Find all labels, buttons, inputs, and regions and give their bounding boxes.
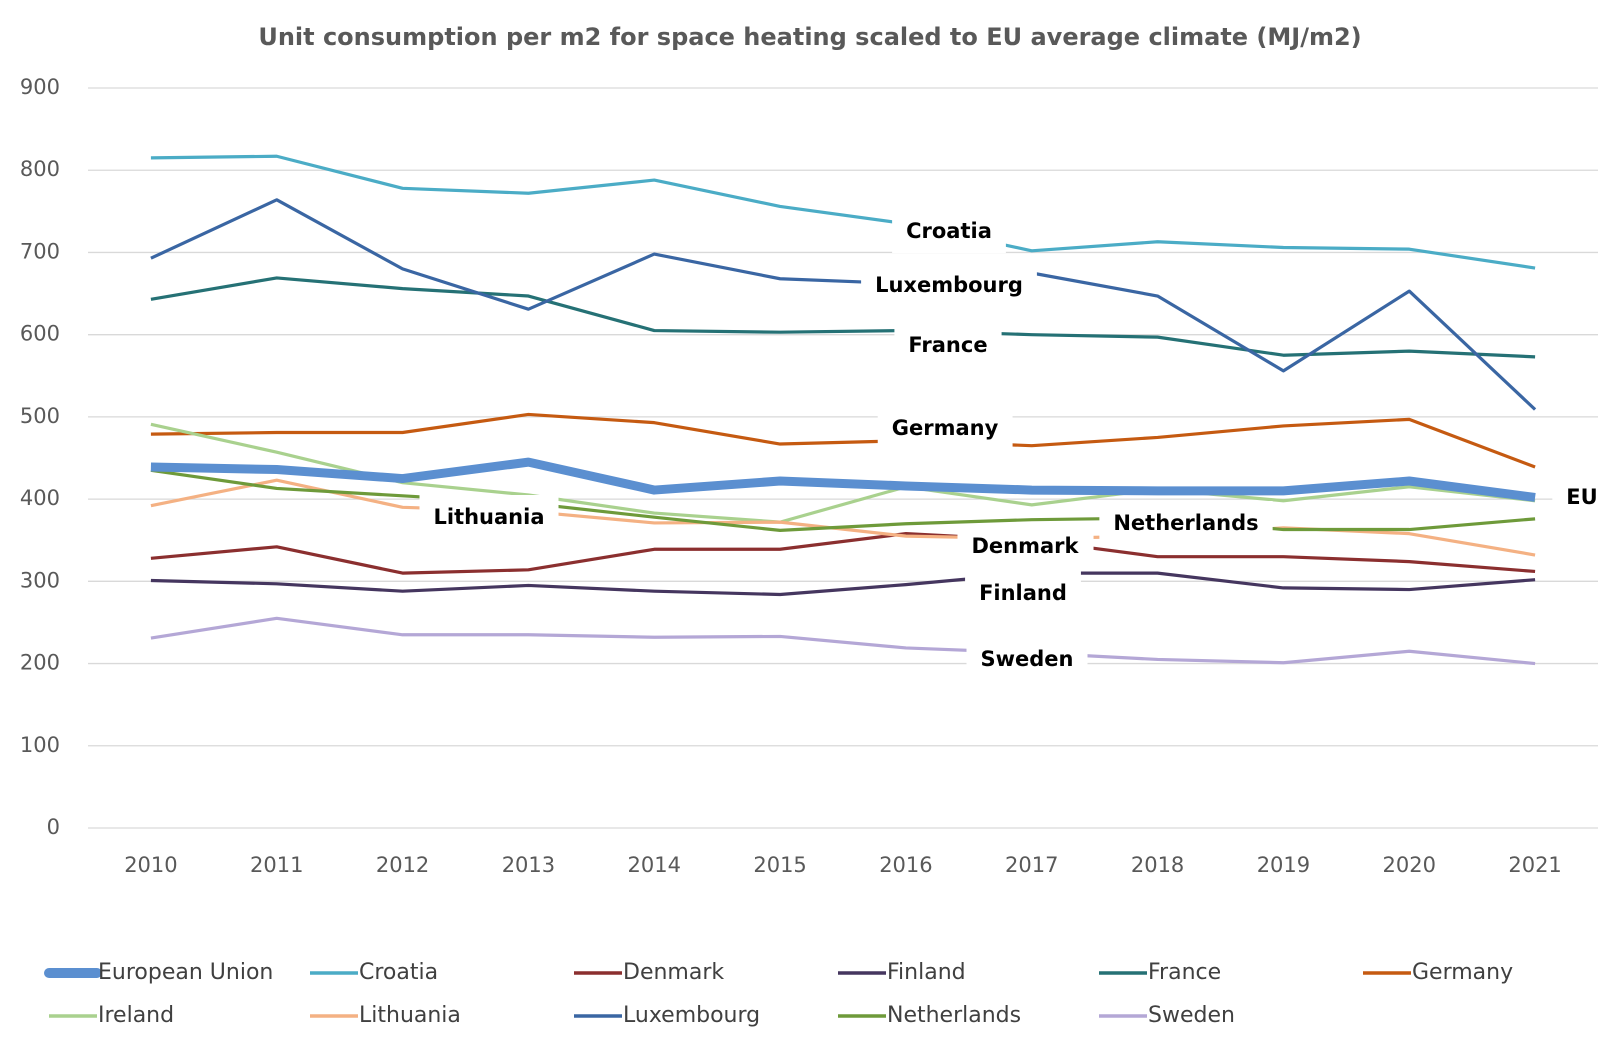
y-tick-label: 600 [20,322,60,346]
annotation-bg [1099,501,1273,545]
legend-label: Finland [887,960,966,985]
y-tick-label: 400 [20,486,60,510]
annotation-bg [892,209,1006,253]
series-line [150,198,1537,411]
annotation: Netherlands [1113,511,1258,535]
grid: 0 100 200 300 400 500 600 700 800 900 2010 2011 2012… [20,75,1598,877]
series-line [150,571,1536,597]
y-tick-label: 200 [20,651,60,675]
legend-label: Netherlands [887,1003,1021,1028]
series-line [150,532,1536,575]
annotation-bg [965,571,1081,615]
x-tick-label: 2017 [1005,853,1058,877]
series-line [150,154,1536,270]
annotation-bg [419,495,559,539]
y-tick-label: 900 [20,75,60,99]
chart-title: Unit consumption per m2 for space heatin… [258,23,1361,51]
annotation: Germany [892,416,999,440]
series-line [150,616,1536,666]
annotation-bg [861,263,1037,307]
y-tick-label: 300 [20,568,60,592]
annotation: Denmark [972,534,1080,558]
x-tick-label: 2015 [753,853,806,877]
annotation-bg [966,637,1088,681]
legend-label: European Union [98,960,273,985]
annotation-bg [1552,475,1612,519]
legend-label: Denmark [623,960,724,985]
legend-label: Ireland [98,1003,174,1028]
legend-label: France [1148,960,1221,985]
legend-label: Luxembourg [623,1003,760,1028]
x-tick-label: 2011 [250,853,303,877]
x-tick-label: 2018 [1131,853,1184,877]
y-tick-label: 700 [20,239,60,263]
annotation-bg [877,406,1013,450]
legend-label: Croatia [359,960,438,985]
y-tick-label: 800 [20,157,60,181]
legend-label: Germany [1412,960,1513,985]
x-tick-label: 2010 [124,853,177,877]
x-tick-label: 2014 [628,853,681,877]
annotations: Croatia Luxembourg France Germany Lithuania N… [419,209,1612,681]
annotation: Sweden [981,647,1074,671]
legend-label: Lithuania [359,1003,461,1028]
y-tick-label: 0 [47,815,60,839]
annotation: Luxembourg [875,273,1023,297]
legend: European Union Croatia Denmark Finland Franc… [44,960,1513,1028]
x-tick-label: 2016 [879,853,932,877]
annotation: Finland [979,581,1067,605]
annotation-bg [894,323,1002,367]
lines [150,154,1537,666]
annotation: EU [1566,485,1597,509]
x-tick-label: 2021 [1508,853,1561,877]
series-line [150,412,1536,469]
series-line [150,457,1536,502]
annotation: Lithuania [433,505,544,529]
series-line [150,276,1536,359]
x-tick-label: 2012 [376,853,429,877]
y-tick-label: 100 [20,733,60,757]
annotation: Croatia [906,219,992,243]
x-tick-label: 2013 [502,853,555,877]
annotation: France [908,333,987,357]
x-tick-label: 2019 [1257,853,1310,877]
y-tick-label: 500 [20,404,60,428]
x-tick-label: 2020 [1383,853,1436,877]
annotation-bg [957,524,1094,568]
series-line [150,468,1536,532]
legend-label: Sweden [1148,1003,1235,1028]
